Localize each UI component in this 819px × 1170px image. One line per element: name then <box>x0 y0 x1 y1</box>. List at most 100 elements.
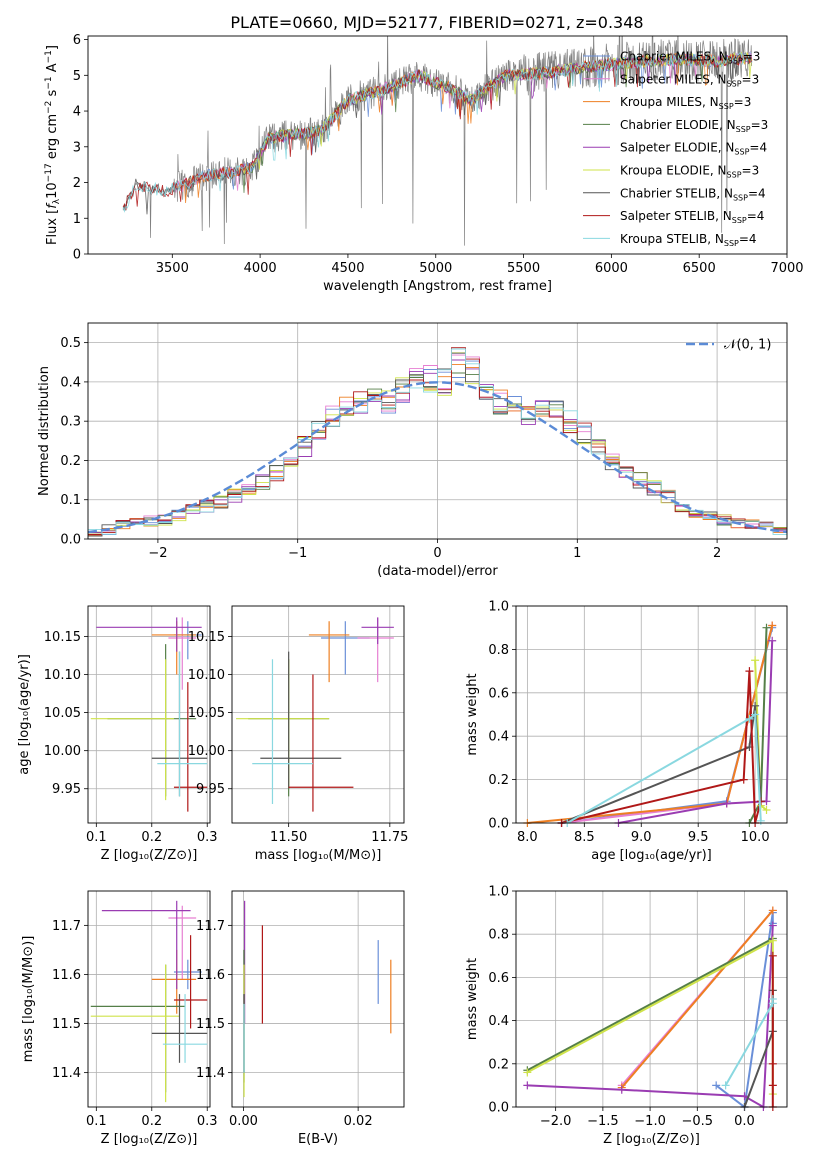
weight-marker <box>617 1085 626 1094</box>
axes-frame <box>515 890 788 1108</box>
x-tick-label: 4500 <box>331 261 364 276</box>
y-tick-label: 11.5 <box>52 1017 81 1032</box>
y-tick-label: 6 <box>73 33 81 48</box>
weight-marker <box>762 805 771 814</box>
weight-marker <box>768 621 777 630</box>
y-tick-label: 0.4 <box>60 375 81 390</box>
weight-marker <box>740 1092 749 1101</box>
y-tick-label: 0.8 <box>488 928 509 943</box>
y-axis-label: mass weight <box>465 673 480 755</box>
weight-marker <box>712 1081 721 1090</box>
residuals-panel: −2 −1 0 1 2 0.0 0.1 0.2 0.3 0.4 0.5 (data-model)/er… <box>37 322 788 579</box>
y-tick-label: 0.3 <box>60 415 81 430</box>
weight-marker <box>745 714 754 723</box>
x-tick-label: 9.5 <box>688 830 709 845</box>
y-tick-label: 0.0 <box>488 817 509 832</box>
legend-label: Chabrier STELIB, NSSP=4 <box>620 186 766 202</box>
x-tick-label: 3500 <box>156 261 189 276</box>
x-tick-label: 0.2 <box>141 830 162 845</box>
x-axis-label: E(B-V) <box>298 1132 338 1147</box>
weight-marker <box>768 936 777 945</box>
y-tick-label: 10.15 <box>188 630 225 645</box>
spectrum-legend: Chabrier MILES, NSSP=3 Salpeter MILES, NS… <box>583 50 768 248</box>
y-tick-label: 0.6 <box>488 686 509 701</box>
y-tick-label: 9.95 <box>196 782 225 797</box>
y-tick-label: 5 <box>73 69 81 84</box>
axes-frame <box>231 605 405 824</box>
weight-vs-Z-panel: −2.0 −1.5 −1.0 −0.5 0.0 0.0 0.2 0.4 0.6 0.8 1.0 Z [… <box>465 885 788 1147</box>
weight-marker <box>768 921 777 930</box>
x-tick-label: 0 <box>433 546 441 561</box>
y-tick-label: 10.05 <box>188 706 225 721</box>
y-tick-label: 0.1 <box>60 493 81 508</box>
x-tick-label: 0.2 <box>141 1114 162 1129</box>
x-tick-label: −1.0 <box>634 1114 666 1129</box>
y-axis-label: Flux [fλ10−17 erg cm−2 s−1 A−1] <box>44 45 62 245</box>
y-tick-label: 0.2 <box>60 454 81 469</box>
y-tick-label: 11.6 <box>52 968 81 983</box>
x-axis-label: wavelength [Angstrom, rest frame] <box>323 279 552 294</box>
y-tick-label: 10.15 <box>44 630 81 645</box>
y-tick-label: 0.5 <box>60 336 81 351</box>
x-tick-label: 11.50 <box>270 830 307 845</box>
weight-marker <box>751 701 760 710</box>
x-tick-label: 6000 <box>595 261 628 276</box>
y-tick-label: 4 <box>73 105 81 120</box>
weight-marker <box>523 1081 532 1090</box>
x-tick-label: 8.0 <box>517 830 538 845</box>
x-tick-label: 7000 <box>770 261 803 276</box>
age-vs-Z-panel: 0.1 0.2 0.3 9.95 10.00 10.05 10.10 10.15 Z [log₁… <box>17 605 218 863</box>
axes-frame <box>231 890 405 1108</box>
y-tick-label: 0.0 <box>488 1101 509 1116</box>
weight-marker <box>768 1059 777 1068</box>
x-tick-label: 11.75 <box>371 830 408 845</box>
x-axis-label: Z [log₁₀(Z/Z⊙)] <box>101 848 198 863</box>
model-spectrum-line <box>122 52 752 213</box>
y-tick-label: 1.0 <box>488 600 509 615</box>
y-tick-label: 1.0 <box>488 885 509 900</box>
residual-histogram <box>88 348 787 535</box>
x-tick-label: 0.02 <box>344 1114 373 1129</box>
y-tick-label: 10.10 <box>44 668 81 683</box>
figure-title: PLATE=0660, MJD=52177, FIBERID=0271, z=0… <box>230 13 643 32</box>
x-tick-label: −0.5 <box>682 1114 714 1129</box>
axes-frame <box>87 605 211 824</box>
x-axis-label: Z [log₁₀(Z/Z⊙)] <box>603 1132 700 1147</box>
legend-label: Salpeter ELODIE, NSSP=4 <box>620 141 767 157</box>
y-tick-label: 11.5 <box>196 1017 225 1032</box>
y-tick-label: 9.95 <box>52 782 81 797</box>
y-tick-label: 0.2 <box>488 773 509 788</box>
model-spectrum-line <box>122 52 752 215</box>
x-tick-label: 0.3 <box>197 1114 218 1129</box>
x-tick-label: 4000 <box>244 261 277 276</box>
x-tick-label: 10.0 <box>741 830 770 845</box>
y-tick-label: 11.7 <box>52 919 81 934</box>
weight-marker <box>768 1081 777 1090</box>
y-tick-label: 0.2 <box>488 1057 509 1072</box>
x-axis-label: age [log₁₀(age/yr)] <box>591 848 712 863</box>
x-axis-label: mass [log₁₀(M/M⊙)] <box>255 848 382 863</box>
y-tick-label: 10.00 <box>44 744 81 759</box>
legend-label: Salpeter MILES, NSSP=3 <box>620 72 759 88</box>
weight-marker <box>721 1081 730 1090</box>
y-tick-label: 11.4 <box>196 1066 225 1081</box>
weight-line <box>526 937 774 1072</box>
x-tick-label: −1.5 <box>587 1114 619 1129</box>
axes-frame <box>87 322 788 540</box>
weight-vs-age-panel: 8.0 8.5 9.0 9.5 10.0 0.0 0.2 0.4 0.6 0.8 1.0 age [l… <box>465 600 788 863</box>
weight-marker <box>756 816 765 825</box>
axes-frame <box>87 890 211 1108</box>
weight-line <box>621 909 774 1089</box>
x-tick-label: −1 <box>288 546 307 561</box>
mass-vs-EBV-panel: 0.00 0.02 11.4 11.5 11.6 11.7 E(B-V) <box>196 890 405 1147</box>
error-bars <box>236 617 394 812</box>
y-axis-label: mass weight <box>465 958 480 1040</box>
x-tick-label: 8.5 <box>574 830 595 845</box>
x-axis-label: (data-model)/error <box>377 564 498 579</box>
y-tick-label: 0.8 <box>488 643 509 658</box>
weight-marker <box>768 906 777 915</box>
weight-marker <box>768 951 777 960</box>
weight-marker <box>745 667 754 676</box>
x-tick-label: 9.0 <box>631 830 652 845</box>
